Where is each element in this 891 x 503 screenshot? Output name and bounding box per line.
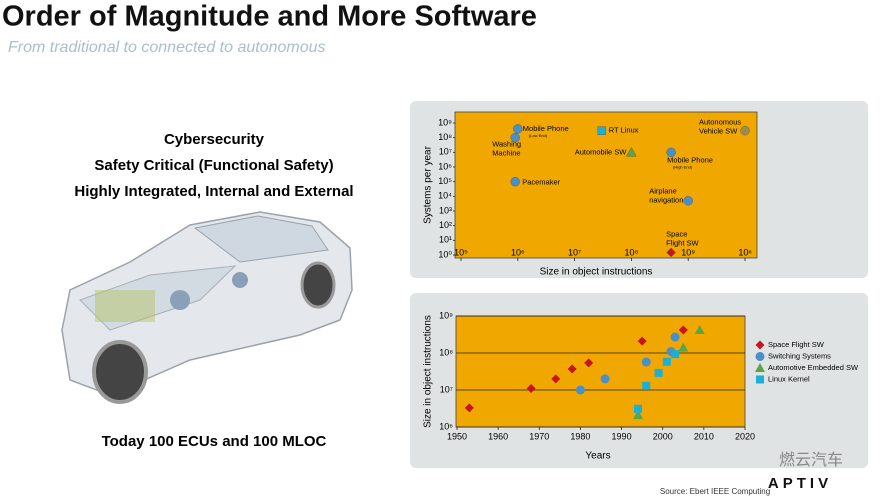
legend-label: Space Flight SW	[768, 340, 825, 349]
x-tick-label: 10⁷	[568, 247, 581, 257]
bullet: Highly Integrated, Internal and External	[74, 183, 353, 200]
point-label: Airplane	[649, 187, 677, 196]
logo: APTIV	[768, 475, 832, 492]
marker	[584, 358, 594, 368]
bullet: Cybersecurity	[164, 131, 265, 148]
x-tick-label: 1990	[612, 431, 632, 441]
plot-area	[455, 315, 746, 428]
marker	[513, 124, 523, 134]
marker	[678, 325, 688, 335]
point-label: RT Linux	[609, 126, 639, 135]
x-tick-label: 1980	[570, 431, 590, 441]
marker	[662, 357, 671, 366]
marker	[666, 147, 676, 158]
point-note: (Low End)	[529, 133, 548, 138]
y-tick-label: 10⁷	[440, 384, 453, 394]
marker	[597, 126, 606, 135]
marker	[567, 364, 577, 374]
watermark: 燃云汽车	[779, 451, 843, 469]
legend-label: Automotive Embedded SW	[768, 363, 859, 372]
marker	[666, 247, 676, 258]
caption: Today 100 ECUs and 100 MLOC	[102, 433, 327, 450]
marker	[670, 332, 680, 342]
legend-marker	[756, 375, 764, 384]
point-label: Machine	[492, 149, 520, 158]
car-illustration	[61, 211, 353, 404]
point-note: (High End)	[673, 164, 693, 169]
y-tick-label: 10⁷	[439, 147, 452, 157]
x-tick-label: 10⁹	[681, 247, 695, 257]
y-tick-label: 10⁰	[438, 249, 452, 259]
marker	[551, 374, 561, 384]
marker	[694, 324, 705, 334]
marker	[526, 383, 536, 393]
point-label: Pacemaker	[522, 178, 560, 187]
marker	[510, 176, 520, 187]
legend-label: Switching Systems	[768, 351, 831, 360]
marker	[600, 374, 610, 384]
y-tick-label: 10⁹	[439, 310, 453, 320]
slide-title: Order of Magnitude and More Software	[2, 1, 537, 33]
y-tick-label: 10⁹	[438, 117, 452, 127]
x-tick-label: 2000	[653, 431, 673, 441]
legend-label: Linux Kernel	[768, 374, 810, 383]
y-tick-label: 10⁵	[438, 176, 452, 186]
x-tick-label: 10⁵	[454, 247, 468, 257]
marker	[575, 385, 585, 395]
legend-marker	[755, 352, 765, 361]
y-tick-label: 10³	[439, 205, 452, 215]
marker	[683, 196, 693, 206]
y-tick-label: 10⁸	[438, 132, 452, 142]
legend-marker	[755, 340, 765, 350]
y-tick-label: 10⁴	[438, 191, 452, 201]
slide-subtitle: From traditional to connected to autonom…	[8, 39, 326, 56]
marker	[464, 403, 474, 413]
x-tick-label: 2010	[694, 431, 714, 441]
x-tick-label: 10⁸	[624, 247, 638, 257]
point-label: Autonomous	[699, 118, 741, 127]
point-label: Flight SW	[666, 238, 699, 247]
y-tick-label: 10¹	[439, 235, 452, 245]
point-label: Mobile Phone	[523, 124, 569, 133]
y-tick-label: 10⁶	[439, 421, 453, 431]
x-tick-label: 1970	[529, 431, 549, 441]
marker	[678, 342, 689, 352]
y-axis-label: Size in object instructions	[423, 315, 434, 428]
y-tick-label: 10⁸	[439, 347, 453, 357]
marker	[671, 350, 680, 359]
marker	[637, 336, 647, 346]
y-tick-label: 10⁶	[438, 161, 452, 171]
x-axis-label: Size in object instructions	[540, 267, 653, 278]
marker	[654, 368, 663, 377]
plot-area	[454, 111, 758, 259]
point-label: Washing	[492, 140, 521, 149]
point-label: Mobile Phone	[667, 155, 713, 164]
point-label: navigation	[649, 196, 683, 205]
marker	[633, 410, 644, 420]
marker	[641, 357, 651, 367]
x-tick-label: 1950	[447, 431, 467, 441]
x-tick-label: 10ⁿ	[738, 247, 751, 257]
marker	[740, 125, 750, 136]
marker	[634, 404, 643, 413]
point-label: Vehicle SW	[699, 127, 738, 136]
x-tick-label: 10⁶	[511, 247, 525, 257]
x-tick-label: 1960	[488, 431, 508, 441]
bullet: Safety Critical (Functional Safety)	[94, 157, 333, 174]
marker	[510, 132, 520, 143]
x-axis-label: Years	[585, 451, 610, 462]
point-label: Space	[666, 229, 687, 238]
marker	[642, 381, 651, 390]
y-axis-label: Systems per year	[423, 145, 434, 223]
legend-marker	[755, 363, 765, 372]
source: Source: Ebert IEEE Computing	[660, 487, 770, 496]
marker	[626, 146, 637, 157]
y-tick-label: 10²	[439, 220, 452, 230]
point-label: Automobile SW	[575, 147, 628, 156]
x-tick-label: 2020	[735, 431, 755, 441]
